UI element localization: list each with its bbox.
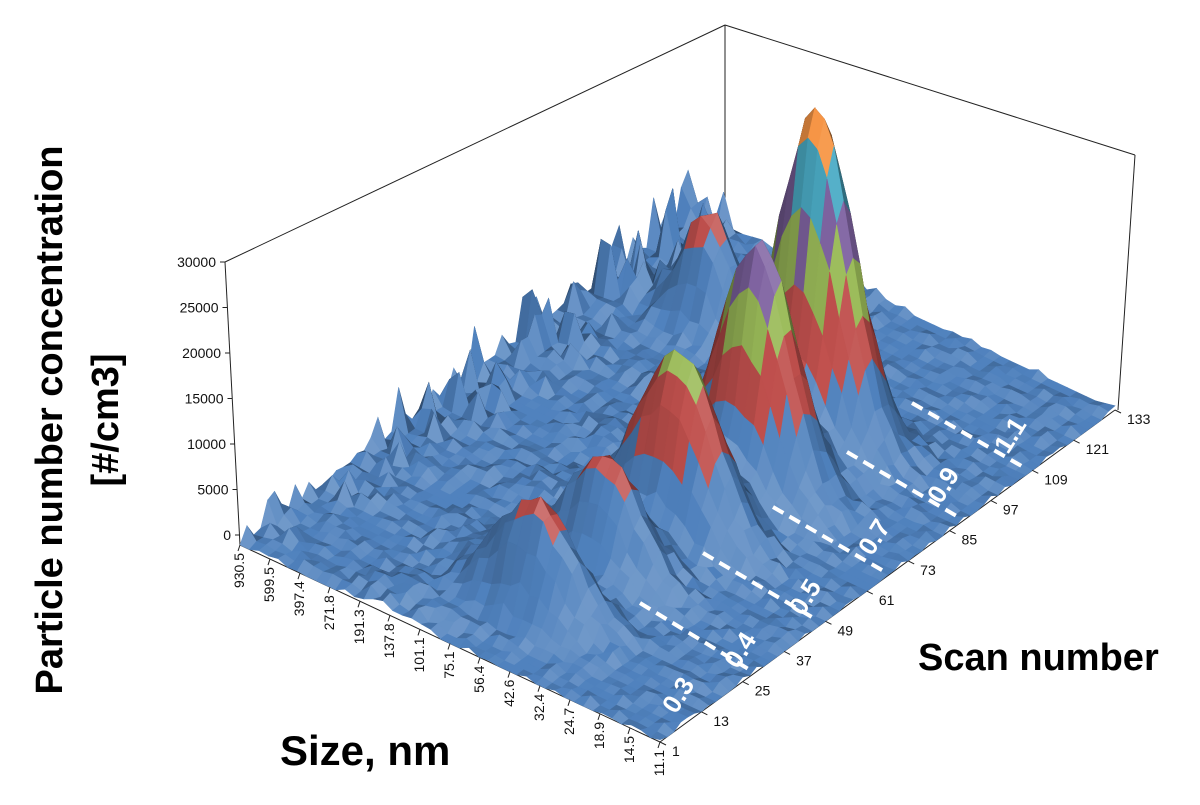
size-tick-label: 56.4 (471, 665, 487, 692)
scan-tick-label: 109 (1044, 471, 1068, 487)
dashed-boundary-line (845, 450, 962, 520)
size-tick-mark (657, 741, 661, 749)
size-tick-mark (477, 657, 481, 664)
scan-tick-mark (907, 560, 915, 565)
size-tick-label: 11.1 (651, 750, 667, 776)
z-tick-label: 5000 (197, 482, 228, 498)
size-tick-mark (357, 601, 361, 608)
box-top-left-edge (224, 24, 726, 263)
surface-plot (239, 106, 1116, 741)
scan-tick-mark (659, 741, 667, 746)
size-tick-mark (327, 587, 331, 594)
axis-ticks: 0 5000 10000 15000 20000 25000 30000 930.5 599.5… (177, 254, 1151, 776)
dashed-boundary-line (638, 601, 752, 672)
dashed-boundary-line (771, 505, 889, 575)
size-tick-mark (297, 572, 301, 580)
size-tick-label: 24.7 (561, 708, 577, 735)
size-tick-mark (627, 727, 631, 735)
z-axis-line (224, 261, 241, 546)
scan-tick-mark (990, 500, 998, 504)
size-tick-label: 14.5 (621, 736, 637, 763)
size-tick-label: 75.1 (441, 651, 457, 678)
size-tick-mark (507, 671, 511, 678)
scan-tick-mark (1073, 439, 1080, 444)
z-axis-title-line2: [#/cm3] (85, 353, 127, 486)
z-tick-label: 10000 (187, 436, 226, 452)
size-tick-mark (567, 699, 571, 706)
y-axis-title: Scan number (918, 637, 1159, 679)
scan-tick-label: 1 (672, 743, 680, 759)
size-tick-label: 32.4 (531, 694, 547, 721)
dashed-boundary-line (911, 401, 1026, 470)
size-tick-label: 599.5 (261, 567, 277, 602)
z-tick-label: 30000 (177, 254, 216, 270)
scan-tick-label: 73 (920, 562, 936, 578)
box-top-right-edge (724, 24, 1136, 156)
z-tick-label: 0 (223, 527, 231, 543)
size-tick-mark (417, 629, 421, 636)
surface-facet (649, 731, 668, 741)
box-right-vertical-edge (1117, 154, 1136, 411)
scan-tick-mark (701, 711, 708, 716)
size-tick-label: 397.4 (291, 581, 307, 616)
scan-tick-label: 85 (962, 532, 978, 548)
x-axis-title: Size, nm (280, 727, 450, 774)
size-tick-label: 137.8 (381, 623, 397, 658)
scan-tick-label: 25 (755, 683, 771, 699)
scan-tick-label: 121 (1086, 441, 1110, 457)
scan-tick-label: 49 (837, 622, 853, 638)
scan-tick-label: 61 (879, 592, 895, 608)
scan-tick-label: 13 (713, 713, 729, 729)
scan-tick-label: 97 (1003, 502, 1019, 518)
size-tick-label: 191.3 (351, 609, 367, 644)
z-tick-label: 20000 (182, 345, 221, 361)
size-tick-label: 271.8 (321, 595, 337, 630)
scan-tick-mark (1032, 469, 1039, 474)
size-tick-label: 42.6 (501, 679, 517, 706)
size-tick-mark (387, 615, 391, 622)
scan-tick-label: 37 (796, 652, 812, 668)
scan-tick-mark (825, 620, 832, 625)
scan-tick-label: 133 (1127, 411, 1151, 427)
scan-tick-mark (783, 651, 791, 655)
size-tick-label: 930.5 (231, 553, 247, 588)
size-tick-label: 101.1 (411, 637, 427, 672)
z-tick-label: 25000 (180, 300, 219, 316)
scan-tick-mark (742, 681, 749, 686)
scan-tick-mark (1114, 409, 1122, 414)
size-tick-mark (237, 544, 241, 552)
size-tick-mark (267, 558, 271, 566)
z-axis-title-line1: Particle number concentration (29, 145, 71, 694)
size-tick-mark (597, 713, 601, 721)
scan-tick-mark (866, 590, 874, 595)
scan-tick-mark (949, 530, 956, 535)
dashed-boundary-line (701, 551, 819, 622)
size-tick-mark (537, 685, 541, 692)
size-tick-label: 18.9 (591, 722, 607, 749)
z-tick-label: 15000 (185, 391, 224, 407)
size-tick-mark (447, 643, 451, 650)
